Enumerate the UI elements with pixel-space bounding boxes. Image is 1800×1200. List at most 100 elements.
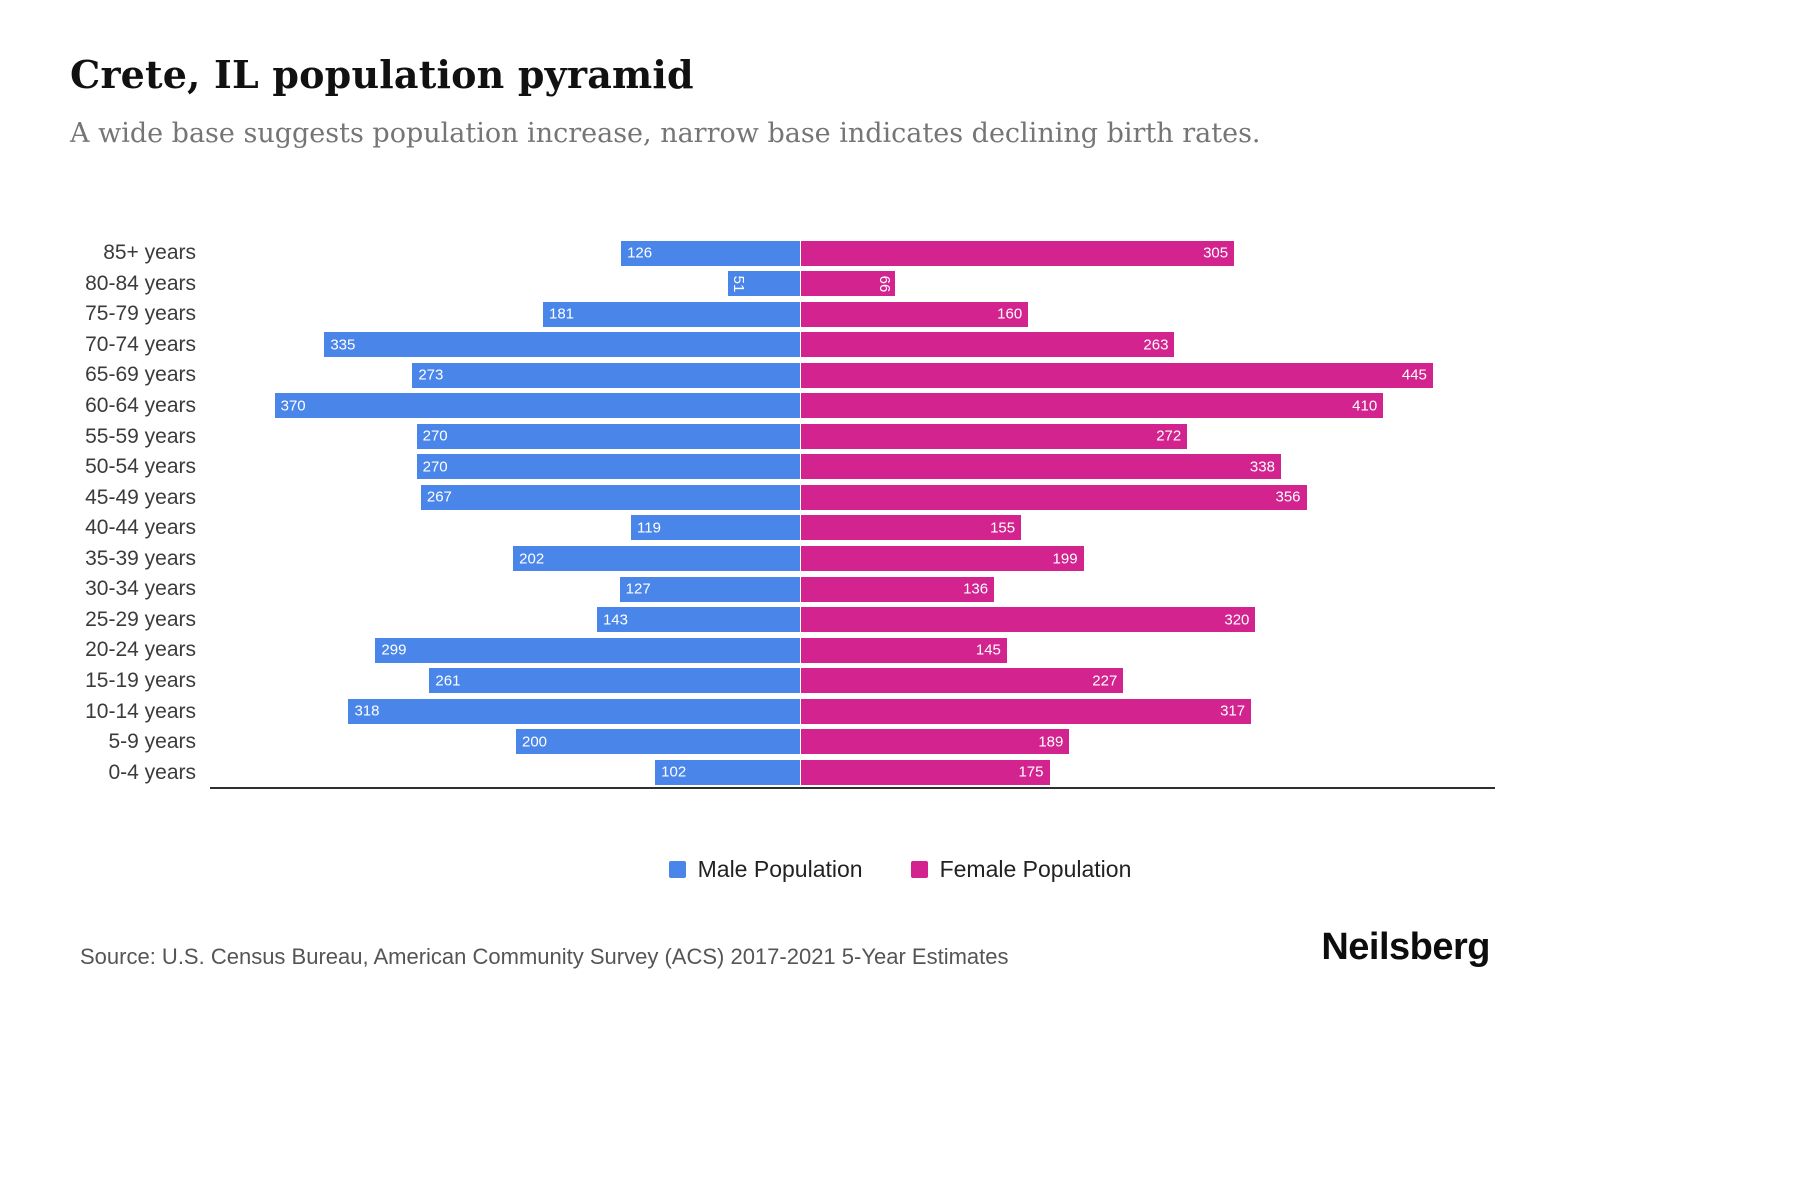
- male-value-label: 181: [548, 305, 575, 323]
- female-value-label: 155: [990, 519, 1016, 537]
- male-legend-swatch: [668, 861, 686, 878]
- pyramid-row: 45-49 years 267 356: [85, 482, 1495, 513]
- female-value-label: 145: [975, 641, 1001, 659]
- female-bar[interactable]: 410: [801, 393, 1384, 419]
- female-value-label: 305: [1203, 244, 1229, 262]
- female-bar[interactable]: 445: [801, 362, 1433, 388]
- age-group-label: 55-59 years: [85, 424, 196, 448]
- x-axis-line: [210, 787, 1495, 789]
- male-value-label: 127: [625, 580, 651, 598]
- male-value-label: 267: [426, 488, 452, 506]
- page-subtitle: A wide base suggests population increase…: [70, 118, 1261, 149]
- female-value-label: 66: [875, 275, 893, 292]
- male-value-label: 318: [354, 702, 380, 720]
- female-bar[interactable]: 338: [801, 454, 1281, 480]
- male-bar[interactable]: 102: [655, 759, 800, 785]
- male-value-label: 202: [519, 550, 545, 567]
- male-value-label: 335: [330, 336, 356, 354]
- male-bar[interactable]: 200: [516, 729, 800, 755]
- pyramid-row: 35-39 years 202 199: [85, 544, 1495, 575]
- male-bar[interactable]: 119: [631, 515, 800, 541]
- male-bar[interactable]: 270: [416, 423, 800, 449]
- female-bar[interactable]: 199: [801, 546, 1084, 571]
- female-bar[interactable]: 155: [801, 515, 1022, 541]
- pyramid-row: 85+ years 126 305: [103, 238, 1495, 269]
- age-group-label: 10-14 years: [85, 699, 196, 723]
- male-bar[interactable]: 126: [621, 240, 800, 266]
- male-bar[interactable]: 270: [416, 454, 800, 480]
- pyramid-row: 5-9 years 200 189: [108, 727, 1495, 758]
- pyramid-row: 65-69 years 273 445: [85, 360, 1495, 391]
- pyramid-row: 75-79 years 181 160: [85, 299, 1495, 330]
- male-bar[interactable]: 273: [412, 362, 800, 388]
- plot-area: 85+ years 126 305 80-84 years 51 66 75-79 year…: [85, 238, 1495, 788]
- female-value-label: 410: [1352, 397, 1378, 415]
- female-bar[interactable]: 136: [801, 576, 995, 602]
- male-bar[interactable]: 335: [324, 332, 800, 358]
- female-bar[interactable]: 227: [801, 668, 1124, 694]
- female-bar[interactable]: 145: [801, 637, 1007, 663]
- age-group-label: 45-49 years: [85, 485, 196, 509]
- female-bar[interactable]: 66: [801, 271, 895, 297]
- age-group-label: 5-9 years: [108, 730, 196, 754]
- female-bar[interactable]: 160: [801, 301, 1029, 327]
- age-group-label: 50-54 years: [85, 455, 196, 479]
- female-value-label: 189: [1038, 733, 1064, 751]
- female-value-label: 338: [1249, 458, 1275, 476]
- female-value-label: 175: [1018, 763, 1044, 781]
- male-bar[interactable]: 202: [513, 546, 800, 571]
- male-bar[interactable]: 127: [619, 576, 800, 602]
- female-value-label: 160: [997, 305, 1023, 323]
- male-value-label: 126: [627, 244, 653, 262]
- age-group-label: 20-24 years: [85, 638, 196, 662]
- female-value-label: 199: [1052, 550, 1078, 567]
- male-bar[interactable]: 267: [420, 484, 800, 510]
- female-bar[interactable]: 305: [801, 240, 1235, 266]
- female-bar[interactable]: 175: [801, 759, 1050, 785]
- age-group-label: 40-44 years: [85, 516, 196, 540]
- legend-item-male[interactable]: Male Population: [668, 856, 863, 883]
- pyramid-row: 30-34 years 127 136: [85, 574, 1495, 605]
- pyramid-row: 50-54 years 270 338: [85, 452, 1495, 483]
- female-value-label: 136: [963, 580, 989, 598]
- male-bar[interactable]: 370: [274, 393, 800, 419]
- male-value-label: 273: [418, 366, 444, 384]
- age-group-label: 30-34 years: [85, 577, 196, 601]
- age-group-label: 80-84 years: [85, 271, 196, 295]
- female-bar[interactable]: 356: [801, 484, 1307, 510]
- male-value-label: 270: [422, 458, 448, 476]
- pyramid-row: 55-59 years 270 272: [85, 421, 1495, 452]
- legend: Male Population Female Population: [0, 856, 1800, 883]
- pyramid-row: 0-4 years 102 175: [108, 757, 1495, 788]
- male-bar[interactable]: 143: [596, 607, 800, 633]
- male-value-label: 200: [522, 733, 548, 751]
- male-value-label: 119: [637, 519, 661, 537]
- female-value-label: 320: [1224, 611, 1250, 629]
- female-legend-label: Female Population: [939, 856, 1132, 882]
- pyramid-row: 40-44 years 119 155: [85, 513, 1495, 544]
- male-bar[interactable]: 318: [348, 698, 800, 724]
- male-bar[interactable]: 299: [375, 637, 800, 663]
- female-bar[interactable]: 317: [801, 698, 1252, 724]
- female-bar[interactable]: 263: [801, 332, 1175, 358]
- male-bar[interactable]: 261: [429, 668, 800, 694]
- pyramid-row: 60-64 years 370 410: [85, 391, 1495, 422]
- source-attribution: Source: U.S. Census Bureau, American Com…: [80, 944, 1009, 969]
- male-legend-label: Male Population: [697, 856, 863, 882]
- female-value-label: 227: [1092, 672, 1118, 690]
- male-value-label: 102: [661, 763, 687, 781]
- age-group-label: 35-39 years: [85, 546, 196, 570]
- male-value-label: 270: [422, 427, 448, 445]
- female-bar[interactable]: 320: [801, 607, 1256, 633]
- female-bar[interactable]: 272: [801, 423, 1188, 449]
- age-group-label: 85+ years: [103, 241, 196, 265]
- legend-item-female[interactable]: Female Population: [910, 856, 1132, 883]
- female-bar[interactable]: 189: [801, 729, 1070, 755]
- female-value-label: 263: [1143, 336, 1169, 354]
- male-bar[interactable]: 181: [542, 301, 800, 327]
- pyramid-row: 20-24 years 299 145: [85, 635, 1495, 666]
- neilsberg-logo: Neilsberg: [1321, 926, 1490, 968]
- male-bar[interactable]: 51: [727, 271, 800, 297]
- male-value-label: 51: [729, 275, 747, 292]
